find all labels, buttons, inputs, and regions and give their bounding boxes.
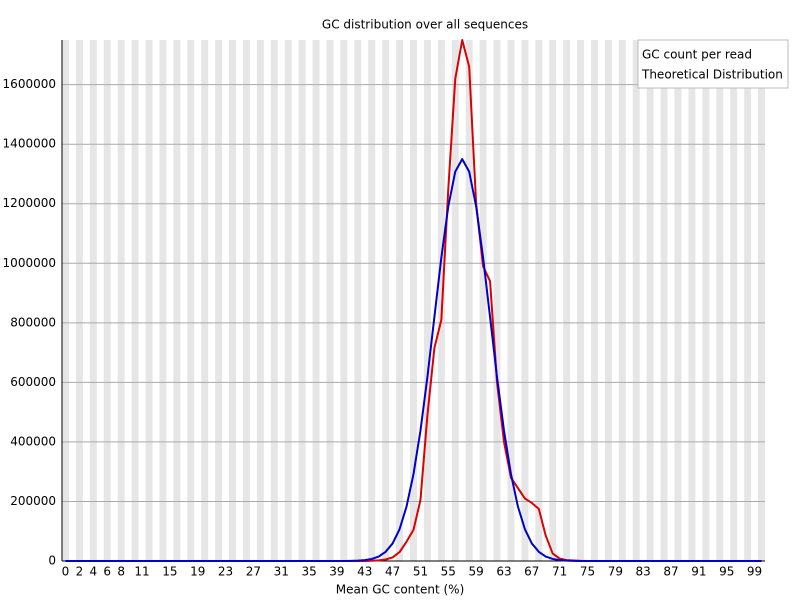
y-tick-label: 1600000 [3, 77, 56, 91]
stripe [340, 40, 348, 561]
stripe [646, 40, 654, 561]
stripe [437, 40, 445, 561]
series-line [65, 158, 762, 562]
stripe [479, 40, 487, 561]
stripe [298, 40, 306, 561]
x-tick-label: 55 [441, 565, 456, 579]
stripe [354, 40, 362, 561]
stripe [145, 40, 153, 561]
stripe [256, 40, 264, 561]
stripe [396, 40, 404, 561]
stripe [187, 40, 195, 561]
stripe [270, 40, 278, 561]
x-tick-label: 47 [385, 565, 400, 579]
x-tick-label: 71 [552, 565, 567, 579]
stripe [563, 40, 571, 561]
stripe [173, 40, 181, 561]
stripe [62, 40, 69, 561]
x-tick-label: 91 [691, 565, 706, 579]
stripe [382, 40, 390, 561]
stripe [730, 40, 738, 561]
stripe [744, 40, 752, 561]
stripe [604, 40, 612, 561]
y-tick-label: 200000 [10, 494, 56, 508]
stripe [368, 40, 376, 561]
stripe [590, 40, 598, 561]
stripe [577, 40, 585, 561]
stripe [242, 40, 250, 561]
stripe [284, 40, 292, 561]
stripe [549, 40, 557, 561]
stripe [159, 40, 167, 561]
stripe [75, 40, 83, 561]
x-tick-label: 4 [90, 565, 98, 579]
y-tick-label: 1400000 [3, 137, 56, 151]
x-tick-label: 43 [357, 565, 372, 579]
y-tick-label: 1000000 [3, 256, 56, 270]
x-tick-label: 51 [413, 565, 428, 579]
stripe [201, 40, 209, 561]
x-tick-label: 99 [747, 565, 762, 579]
stripe [535, 40, 543, 561]
y-tick-label: 0 [48, 554, 56, 568]
stripe [451, 40, 459, 561]
x-tick-label: 95 [719, 565, 734, 579]
stripe [618, 40, 626, 561]
stripe [215, 40, 223, 561]
x-tick-label: 31 [274, 565, 289, 579]
stripe [493, 40, 501, 561]
x-tick-label: 23 [218, 565, 233, 579]
stripe [131, 40, 139, 561]
x-tick-label: 35 [301, 565, 316, 579]
x-axis-label: Mean GC content (%) [336, 583, 465, 597]
y-tick-label: 800000 [10, 315, 56, 329]
stripe [507, 40, 515, 561]
x-tick-label: 87 [663, 565, 678, 579]
x-tick-label: 63 [496, 565, 511, 579]
stripe [674, 40, 682, 561]
stripe [632, 40, 640, 561]
legend-box [637, 39, 789, 89]
x-tick-label: 19 [190, 565, 205, 579]
x-tick-label: 59 [469, 565, 484, 579]
y-tick-label: 400000 [10, 434, 56, 448]
stripe [521, 40, 529, 561]
stripe [465, 40, 473, 561]
stripe [758, 40, 765, 561]
stripe [117, 40, 125, 561]
stripe [688, 40, 696, 561]
x-tick-label: 8 [117, 565, 125, 579]
x-tick-label: 39 [329, 565, 344, 579]
x-tick-label: 0 [62, 565, 70, 579]
x-tick-label: 6 [103, 565, 111, 579]
legend-label: Theoretical Distribution [641, 68, 783, 82]
stripe [702, 40, 710, 561]
legend-label: GC count per read [642, 48, 752, 62]
x-tick-label: 79 [608, 565, 623, 579]
stripe [716, 40, 724, 561]
stripe [423, 40, 431, 561]
stripe [103, 40, 111, 561]
stripe [410, 40, 417, 561]
x-tick-label: 2 [76, 565, 84, 579]
x-tick-label: 15 [162, 565, 177, 579]
stripe [229, 40, 237, 561]
y-tick-label: 600000 [10, 375, 56, 389]
stripe [660, 40, 668, 561]
x-tick-label: 83 [636, 565, 651, 579]
x-tick-label: 75 [580, 565, 595, 579]
x-tick-label: 11 [134, 565, 149, 579]
stripe [312, 40, 320, 561]
x-tick-label: 67 [524, 565, 539, 579]
chart-title: GC distribution over all sequences [322, 18, 528, 32]
stripe [89, 40, 97, 561]
y-tick-label: 1200000 [3, 196, 56, 210]
stripe [326, 40, 334, 561]
x-tick-label: 27 [246, 565, 261, 579]
